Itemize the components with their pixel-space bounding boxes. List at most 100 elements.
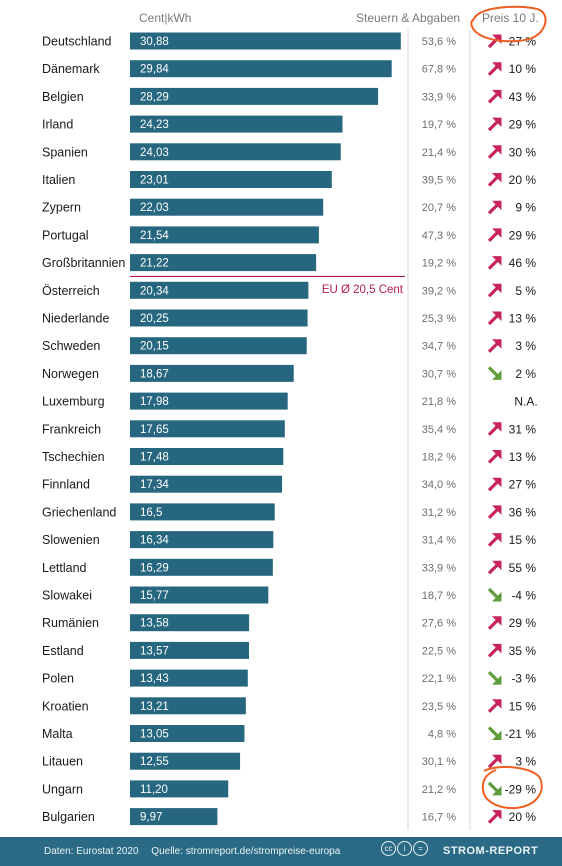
price-change-value: 20 % xyxy=(509,810,537,824)
arrow-up-head xyxy=(492,256,502,266)
taxes-value: 18,7 % xyxy=(422,590,456,602)
highlight-circle-bottom xyxy=(481,766,543,810)
taxes-value: 19,7 % xyxy=(422,119,456,131)
country-label: Lettland xyxy=(42,561,87,575)
arrow-up-head xyxy=(492,89,502,100)
country-label: Ungarn xyxy=(42,782,83,796)
bar xyxy=(130,614,250,632)
arrow-up-head xyxy=(492,145,502,155)
price-change-value: -21 % xyxy=(505,727,537,741)
price-change-value: 55 % xyxy=(509,561,537,575)
bar xyxy=(130,87,379,105)
price-change-value: -29 % xyxy=(505,782,537,796)
header-unit: Cent|kWh xyxy=(139,11,192,25)
country-label: Polen xyxy=(42,672,74,686)
price-bar-chart: Deutschland 30,88 53,6 % 27 % Dänemark 29,84 6… xyxy=(42,5,547,830)
taxes-value: 33,9 % xyxy=(422,91,456,103)
taxes-value: 22,1 % xyxy=(422,673,456,685)
country-label: Großbritannien xyxy=(42,256,125,270)
bar-value-label: 22,03 xyxy=(140,202,169,214)
taxes-value: 33,9 % xyxy=(422,562,456,574)
header-price: Preis 10 J. xyxy=(482,11,539,25)
country-label: Niederlande xyxy=(42,312,109,326)
price-change-value: 20 % xyxy=(509,173,537,187)
country-label: Slowenien xyxy=(42,533,100,547)
price-change-value: 15 % xyxy=(509,533,537,547)
header-taxes: Steuern & Abgaben xyxy=(356,11,461,25)
taxes-value: 25,3 % xyxy=(422,313,456,325)
country-label: Schweden xyxy=(42,339,100,353)
bar-value-label: 24,23 xyxy=(140,119,169,131)
cc-icon: cc xyxy=(381,841,396,856)
arrow-down-head xyxy=(492,785,502,796)
footer-source-data: Daten: Eurostat 2020 xyxy=(44,846,139,857)
arrow-up-head xyxy=(492,754,502,765)
taxes-value: 39,5 % xyxy=(422,175,456,187)
price-change-value: 9 % xyxy=(515,201,536,215)
taxes-value: 16,7 % xyxy=(422,812,456,824)
arrow-up-head xyxy=(492,200,502,211)
bar xyxy=(130,364,294,382)
country-label: Portugal xyxy=(42,228,89,242)
bar xyxy=(130,780,229,798)
taxes-value: 35,4 % xyxy=(422,424,456,436)
arrow-up-head xyxy=(492,422,502,432)
bar-value-label: 24,03 xyxy=(140,147,169,159)
arrow-up-head xyxy=(492,117,502,128)
price-change-value: 30 % xyxy=(509,145,537,159)
bar xyxy=(130,752,241,770)
footer-source-link[interactable]: Quelle: stromreport.de/strompreise-europ… xyxy=(151,846,341,857)
bar-value-label: 13,57 xyxy=(140,645,169,657)
country-label: Litauen xyxy=(42,755,83,769)
footer-source: Daten: Eurostat 2020 Quelle: stromreport… xyxy=(44,846,350,857)
by-icon: i xyxy=(397,841,412,856)
bar xyxy=(130,558,273,576)
arrow-up-head xyxy=(492,283,502,294)
taxes-value: 18,2 % xyxy=(422,452,456,464)
bar-value-label: 28,29 xyxy=(140,91,169,103)
country-label: Spanien xyxy=(42,145,88,159)
price-change-value: 29 % xyxy=(509,616,537,630)
bar xyxy=(130,531,274,549)
country-label: Irland xyxy=(42,118,73,132)
country-label: Luxemburg xyxy=(42,395,105,409)
bar xyxy=(130,586,269,604)
taxes-value: 53,6 % xyxy=(422,36,456,48)
arrow-up-head xyxy=(492,450,502,460)
country-label: Slowakei xyxy=(42,589,92,603)
bar xyxy=(130,337,307,355)
country-label: Frankreich xyxy=(42,422,101,436)
price-change-value: 27 % xyxy=(509,478,537,492)
bar-value-label: 20,25 xyxy=(140,313,169,325)
nd-icon: = xyxy=(413,841,428,856)
bar-value-label: 13,43 xyxy=(140,673,169,685)
price-change-value: 5 % xyxy=(515,284,536,298)
country-label: Kroatien xyxy=(42,699,89,713)
bar xyxy=(130,641,250,659)
bar-value-label: 21,54 xyxy=(140,230,169,242)
bar xyxy=(130,143,341,161)
price-change-value: 15 % xyxy=(509,699,537,713)
arrow-up-head xyxy=(492,643,502,654)
bar xyxy=(130,725,245,742)
arrow-down-head xyxy=(492,370,502,380)
arrow-up-head xyxy=(492,810,502,820)
country-label: Deutschland xyxy=(42,35,112,49)
price-change-value: 10 % xyxy=(509,62,537,76)
bar-value-label: 21,22 xyxy=(140,258,169,270)
arrow-up-head xyxy=(492,533,502,543)
country-label: Estland xyxy=(42,644,84,658)
arrow-up-head xyxy=(492,505,502,515)
bar xyxy=(130,697,246,715)
price-change-value: N.A. xyxy=(514,395,537,409)
bar-value-label: 13,58 xyxy=(140,618,169,630)
taxes-value: 23,5 % xyxy=(422,701,456,713)
bar xyxy=(130,808,218,826)
taxes-value: 21,8 % xyxy=(422,396,456,408)
taxes-value: 4,8 % xyxy=(428,729,456,741)
taxes-value: 20,7 % xyxy=(422,202,456,214)
bar-value-label: 17,98 xyxy=(140,396,169,408)
taxes-value: 47,3 % xyxy=(422,230,456,242)
bar xyxy=(130,309,308,327)
price-change-value: 13 % xyxy=(509,450,537,464)
